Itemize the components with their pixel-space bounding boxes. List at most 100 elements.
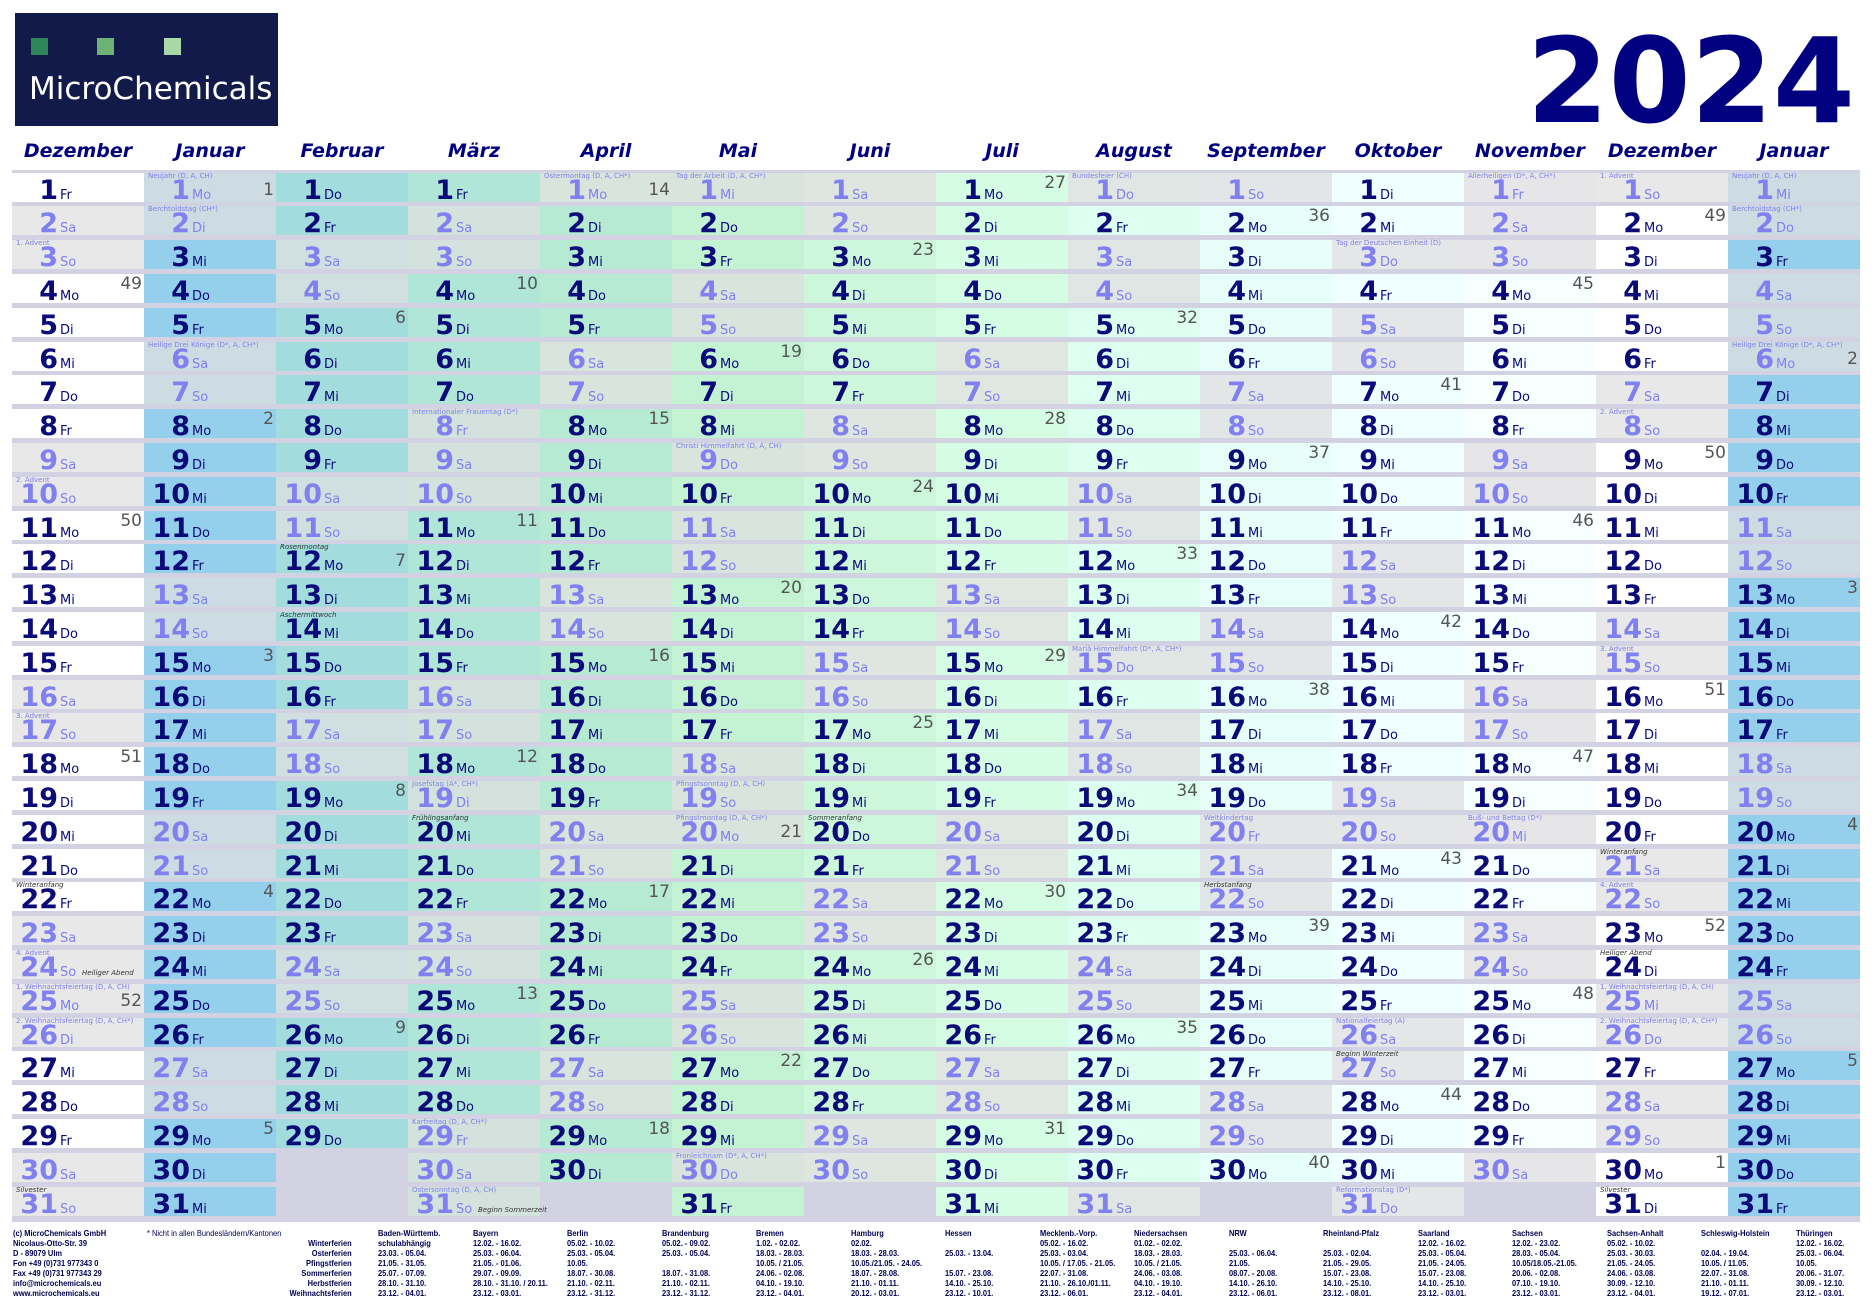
day-number: 31 (1076, 1188, 1114, 1220)
day-cell: 30 Sa (408, 1152, 540, 1184)
day-number: 7 (1491, 377, 1510, 409)
day-cell: 25 So (1068, 983, 1200, 1015)
day-number: 15 (548, 647, 586, 679)
holiday-label: 1. Weihnachtsfeiertag (D, A, CH) (16, 982, 130, 991)
day-number: 29 (1340, 1120, 1378, 1152)
week-number: 52 (1704, 916, 1726, 937)
day-cell: 26 So (1728, 1017, 1860, 1049)
day-cell: 23 Mo 39 (1200, 916, 1332, 947)
day-cell: 3. Advent 15 So (1596, 645, 1728, 677)
day-cell: 14 Do (1464, 611, 1596, 643)
weekday-name: Mo (1776, 829, 1796, 845)
day-number: 30 (152, 1154, 190, 1186)
week-number: 17 (648, 882, 670, 903)
day-number: 15 (1472, 647, 1510, 679)
weekday-name: So (1512, 728, 1529, 744)
day-number: 3 (1755, 242, 1774, 274)
day-cell: Weltkindertag 20 Fr (1200, 814, 1332, 846)
weekday-name: So (1248, 424, 1265, 440)
day-number: 3 (171, 242, 190, 274)
note-label: Herbstanfang (1204, 881, 1252, 890)
day-cell: Ostersonntag (D, A, CH) Beginn Sommerzeit… (408, 1186, 547, 1218)
state-dates (1701, 1238, 1770, 1248)
day-number: 20 (944, 816, 982, 848)
weekday-name: Di (456, 795, 470, 811)
day-cell: 19 Do (1596, 780, 1728, 812)
holiday-label: Berchtoldstag (CH*) (148, 205, 218, 214)
day-number: 10 (548, 478, 586, 510)
day-number: 15 (680, 647, 718, 679)
day-cell: 18 Mo 51 (12, 747, 144, 778)
weekday-name: Di (324, 829, 338, 845)
day-number: 22 (1076, 884, 1114, 916)
day-number: 7 (1623, 377, 1642, 409)
state-dates: 15.07. - 23.08. (1323, 1268, 1372, 1278)
weekday-name: Do (984, 525, 1002, 541)
day-cell: 3 Fr (672, 240, 804, 271)
day-cell: Pfingstsonntag (D, A, CH) 19 So (672, 780, 804, 812)
day-number: 6 (1755, 343, 1774, 375)
day-number: 7 (699, 377, 718, 409)
weekday-name: Mi (1380, 457, 1395, 473)
weekday-name: Fr (720, 255, 732, 271)
day-number: 14 (1340, 613, 1378, 645)
weekday-name: Mi (984, 964, 999, 980)
day-number: 12 (20, 546, 58, 578)
weekday-name: Mi (1248, 762, 1263, 778)
day-number: 11 (1208, 512, 1246, 544)
weekday-name: Mi (1776, 660, 1791, 676)
week-number: 49 (120, 273, 142, 294)
state-dates: 10.05/18.05.-21.05. (1512, 1258, 1577, 1268)
day-cell: 20 Mi (12, 814, 144, 846)
weekday-name: So (720, 559, 737, 575)
day-number: 29 (680, 1120, 718, 1152)
week-number: 2 (263, 409, 274, 430)
address-line: Fax +49 (0)731 977343 29 (13, 1268, 102, 1278)
weekday-name: Di (456, 1032, 470, 1048)
day-cell: 31 Fr (1728, 1186, 1860, 1218)
day-cell: 13 Sa (540, 578, 672, 609)
state-dates: 04.10. - 19.10. (1134, 1278, 1183, 1288)
weekday-name: Di (720, 390, 734, 406)
holiday-label: 3. Advent (16, 712, 50, 721)
weekday-name: Sa (852, 1133, 869, 1149)
day-number: 13 (680, 580, 718, 612)
day-cell: 22 Mi (1728, 882, 1860, 913)
day-cell: 27 Di (1068, 1051, 1200, 1082)
day-number: 24 (416, 951, 454, 983)
holiday-label: Bundesfeier (CH) (1072, 171, 1132, 180)
weekday-name: Do (720, 1167, 738, 1183)
weekday-name: Mo (1248, 694, 1268, 710)
weekday-name: So (984, 863, 1001, 879)
day-number: 11 (284, 512, 322, 544)
week-number: 1 (263, 179, 274, 200)
day-cell: 29 Fr (1464, 1118, 1596, 1150)
weekday-name: Mi (60, 1066, 75, 1082)
weekday-name: So (1776, 795, 1793, 811)
day-number: 21 (1736, 850, 1774, 882)
weekday-name: Mo (984, 187, 1004, 203)
weekday-name: Mi (984, 1201, 999, 1217)
week-number: 46 (1572, 510, 1594, 531)
day-number: 10 (1076, 478, 1114, 510)
day-cell: 9 Sa (408, 442, 540, 474)
weekday-name: Sa (192, 356, 209, 372)
day-cell: 21 Di (1728, 848, 1860, 882)
weekday-name: Fr (1512, 187, 1524, 203)
day-number: 14 (812, 613, 850, 645)
weekday-name: Mi (1644, 288, 1659, 304)
day-number: 14 (548, 613, 586, 645)
weekday-name: Mi (984, 728, 999, 744)
day-cell: 22 Fr (1464, 882, 1596, 913)
day-number: 28 (944, 1087, 982, 1119)
weekday-name: Di (1512, 1032, 1526, 1048)
weekday-name: Sa (324, 491, 341, 507)
day-number: 9 (303, 444, 322, 476)
weekday-name: So (720, 795, 737, 811)
state-dates: 07.10. - 19.10. (1512, 1278, 1561, 1288)
weekday-name: Fr (1776, 728, 1788, 744)
weekday-name: So (1512, 491, 1529, 507)
weekday-name: Sa (1776, 525, 1793, 541)
day-cell: 28 Sa (1596, 1085, 1728, 1116)
day-number: 30 (1076, 1154, 1114, 1186)
